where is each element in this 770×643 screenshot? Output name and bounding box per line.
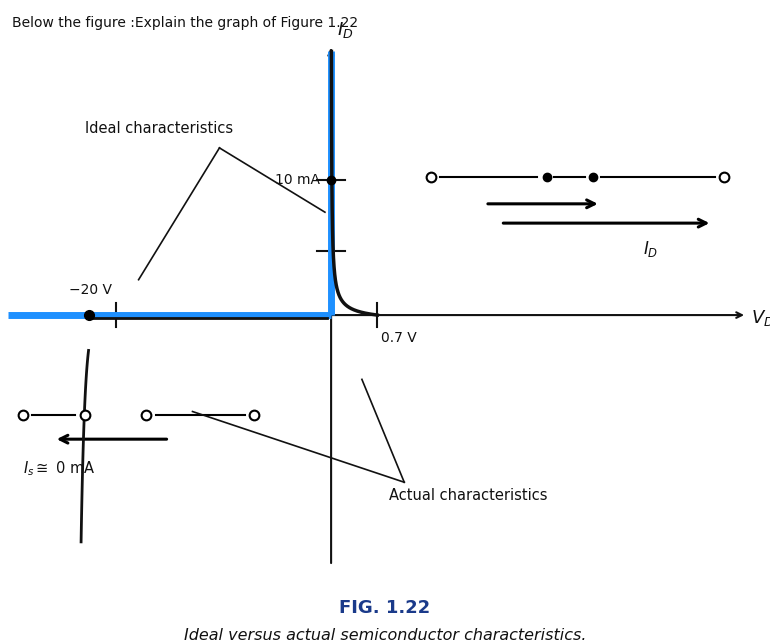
Text: Ideal characteristics: Ideal characteristics	[85, 121, 233, 136]
Text: Ideal versus actual semiconductor characteristics.: Ideal versus actual semiconductor charac…	[184, 628, 586, 643]
Text: $I_s \cong$ 0 mA: $I_s \cong$ 0 mA	[23, 460, 96, 478]
Text: Below the figure :Explain the graph of Figure 1.22: Below the figure :Explain the graph of F…	[12, 16, 358, 30]
Text: 10 mA: 10 mA	[275, 173, 320, 187]
Text: 0.7 V: 0.7 V	[381, 331, 417, 345]
Text: Actual characteristics: Actual characteristics	[389, 487, 547, 503]
Text: FIG. 1.22: FIG. 1.22	[340, 599, 430, 617]
Text: $V_D$: $V_D$	[751, 308, 770, 329]
Text: −20 V: −20 V	[69, 283, 112, 297]
Text: $I_D$: $I_D$	[337, 20, 353, 40]
Text: $I_D$: $I_D$	[643, 239, 658, 259]
